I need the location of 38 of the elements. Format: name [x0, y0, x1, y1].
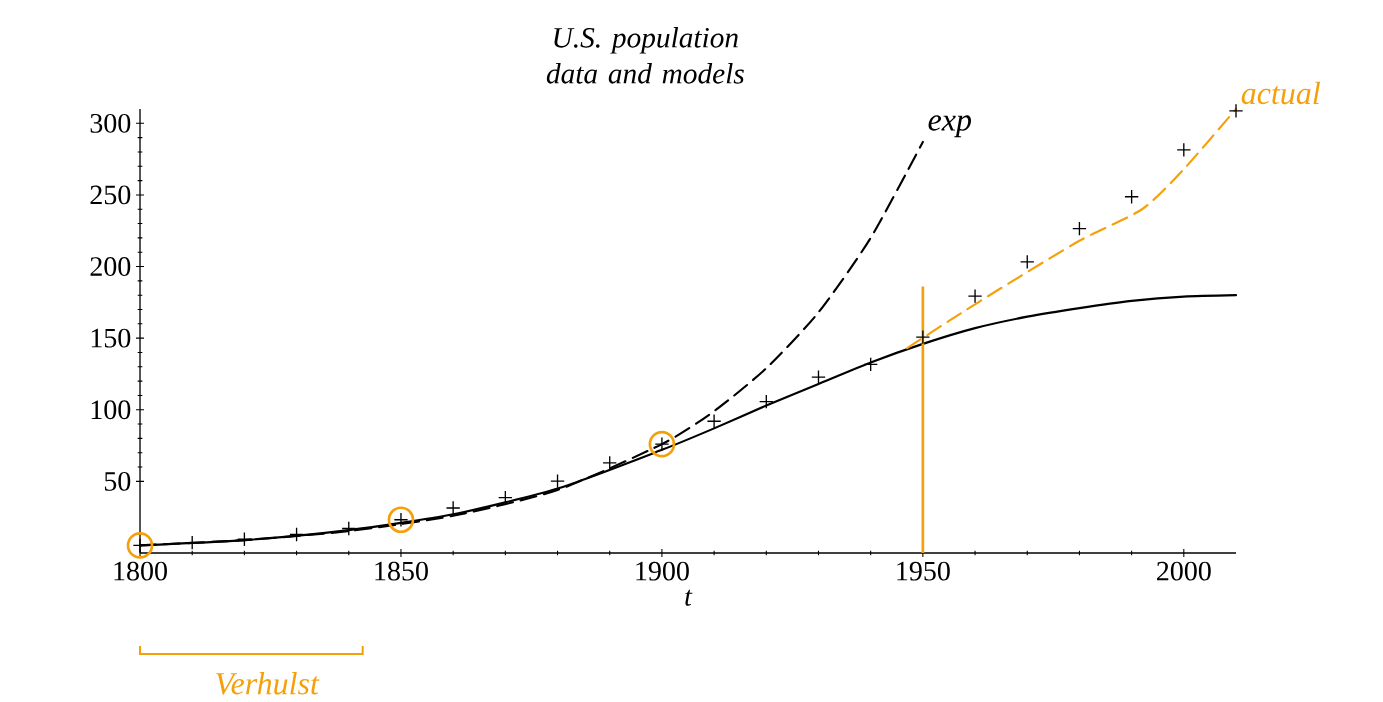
text: Verhulst [216, 671, 320, 695]
point [289, 527, 304, 542]
point [1176, 142, 1192, 158]
point [445, 500, 461, 516]
point [550, 473, 565, 489]
point [967, 288, 983, 304]
point [706, 413, 722, 429]
point [237, 531, 252, 547]
y-tick-label: 300 [90, 113, 131, 133]
point [863, 357, 879, 372]
point [1072, 221, 1087, 236]
y-tick-label: 100 [91, 400, 131, 420]
x-tick-label: 1800 [114, 561, 167, 581]
point [1019, 254, 1035, 270]
point [1228, 103, 1244, 119]
y-tick-label: 150 [91, 328, 131, 348]
point [602, 455, 618, 471]
line-series [906, 107, 1238, 350]
y-tick-label: 250 [90, 185, 131, 205]
x-tick-label: 2000 [1157, 561, 1211, 581]
point [1124, 189, 1139, 205]
series-label: actual [1241, 81, 1320, 105]
x-tick-label: 1950 [897, 561, 950, 581]
series-label: exp [928, 115, 972, 138]
point [811, 369, 826, 385]
x-axis-title: t [685, 589, 693, 606]
point [648, 430, 676, 458]
point [915, 329, 931, 345]
x-tick-label: 1900 [636, 561, 689, 581]
x-tick-label: 1850 [375, 561, 428, 581]
point [498, 490, 513, 506]
point [126, 532, 154, 559]
point [758, 394, 774, 409]
point [387, 506, 415, 534]
y-tick-label: 50 [104, 471, 131, 491]
chart-title: U.S. population data and models [546, 27, 744, 84]
y-tick-label: 200 [90, 257, 131, 276]
point [341, 521, 357, 536]
